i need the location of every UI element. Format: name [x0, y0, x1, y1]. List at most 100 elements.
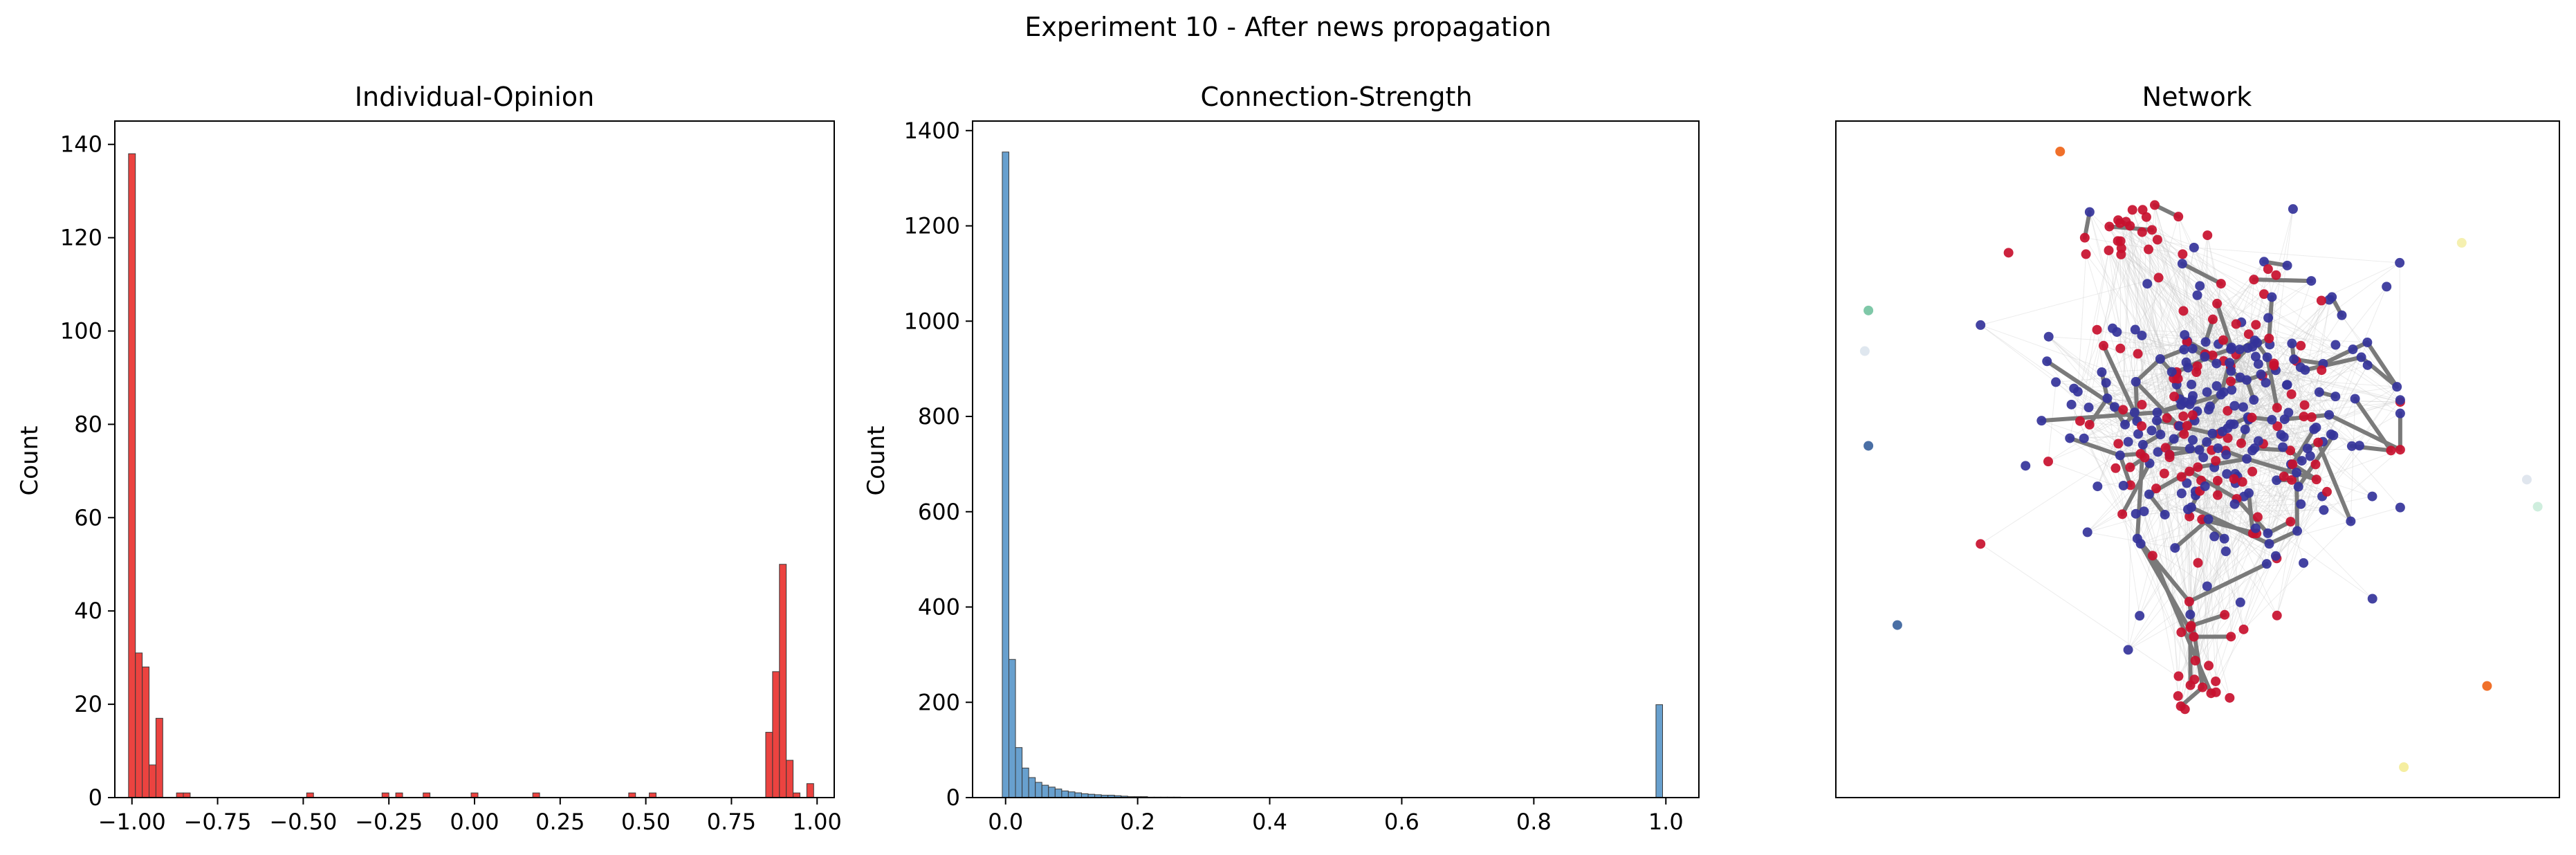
- network-edge: [2165, 447, 2257, 534]
- network-edge: [2157, 239, 2194, 248]
- network-node: [2200, 351, 2210, 362]
- network-node: [2250, 523, 2261, 533]
- network-node: [2179, 344, 2189, 355]
- network-node: [2084, 207, 2095, 217]
- network-edge: [2193, 247, 2285, 477]
- network-edge: [2089, 424, 2195, 680]
- opinion-ticks: −1.00 −0.75 −0.50 −0.25 0.00 0.25 0.50 0.75 1.00…: [60, 131, 842, 835]
- network-node: [2229, 499, 2240, 509]
- x-tick-label: 0.8: [1516, 809, 1552, 835]
- network-edge: [2243, 369, 2306, 629]
- network-strong-edge: [2267, 528, 2300, 546]
- network-node: [2264, 539, 2274, 549]
- network-edge: [2089, 212, 2142, 405]
- network-edge: [2158, 277, 2320, 393]
- network-node: [2330, 392, 2341, 402]
- network-edge: [2227, 434, 2281, 439]
- network-edge: [2087, 454, 2170, 533]
- network-node: [2218, 335, 2228, 345]
- network-edge: [2121, 248, 2315, 430]
- network-node: [2152, 415, 2162, 425]
- network-node: [2293, 481, 2303, 492]
- network-node: [2202, 436, 2212, 447]
- network-node: [2042, 356, 2052, 367]
- network-edge: [2199, 286, 2253, 347]
- network-node: [2247, 466, 2258, 477]
- network-node: [2123, 645, 2133, 655]
- network-edge: [2128, 562, 2198, 650]
- network-edge: [2202, 479, 2292, 688]
- network-edge: [2197, 295, 2226, 451]
- network-node: [2367, 491, 2377, 502]
- network-edge: [2229, 362, 2312, 418]
- figure-title: Experiment 10 - After news propagation: [1024, 12, 1551, 42]
- network-strong-edge: [2187, 562, 2269, 604]
- network-node: [2382, 282, 2392, 292]
- network-node: [2202, 387, 2212, 397]
- network-node: [2356, 352, 2366, 362]
- network-strong-edge: [2215, 301, 2234, 350]
- network-edge: [2083, 438, 2236, 484]
- network-edge: [2137, 247, 2195, 539]
- network-edge: [2290, 297, 2333, 465]
- histogram-bar: [135, 652, 143, 798]
- network-node: [2176, 472, 2187, 482]
- network-edge: [2187, 425, 2196, 492]
- network-node: [2109, 402, 2119, 412]
- network-node: [2225, 692, 2235, 703]
- histogram-bar: [1054, 789, 1062, 798]
- network-node: [2183, 504, 2193, 515]
- network-edge: [2141, 404, 2191, 686]
- network-strong-edges: [2039, 203, 2402, 708]
- network-edge: [2231, 279, 2254, 348]
- x-tick-label: 1.0: [1648, 809, 1684, 835]
- network-node: [2021, 461, 2031, 471]
- isolated-node: [1892, 620, 1902, 630]
- network-edge: [2230, 381, 2283, 448]
- network-node: [2104, 245, 2114, 255]
- network-strong-edge: [2180, 261, 2223, 286]
- network-node: [2263, 528, 2273, 538]
- network-node: [2066, 399, 2077, 410]
- network-edge: [2229, 362, 2400, 403]
- network-node: [2285, 445, 2296, 456]
- network-node: [2328, 430, 2339, 441]
- network-edge: [2055, 381, 2400, 450]
- network-node: [2097, 367, 2107, 377]
- network-node: [2287, 338, 2297, 349]
- network-node: [2306, 276, 2317, 286]
- network-node: [2286, 389, 2297, 399]
- network-strong-edge: [2068, 436, 2122, 458]
- network-edge: [2291, 343, 2330, 415]
- network-node: [2227, 385, 2237, 395]
- network-node: [2261, 559, 2272, 569]
- network-edge: [2184, 369, 2322, 710]
- network-edge: [2088, 241, 2122, 408]
- network-node: [2212, 298, 2223, 309]
- network-edge: [2109, 226, 2401, 414]
- network-node: [2211, 381, 2222, 392]
- network-strong-edge: [2117, 453, 2133, 488]
- network-node: [2189, 632, 2199, 642]
- x-tick-label: 0.6: [1384, 809, 1419, 835]
- network-node: [2146, 425, 2157, 436]
- network-node: [2271, 270, 2281, 280]
- network-edge: [2077, 232, 2143, 392]
- x-tick-label: 0.25: [535, 809, 585, 835]
- histogram-bar: [779, 564, 787, 798]
- network-strong-edge: [2196, 457, 2250, 470]
- network-node: [2092, 324, 2102, 335]
- network-node: [2184, 443, 2195, 454]
- network-node: [2118, 405, 2128, 415]
- network-edge: [2117, 219, 2255, 341]
- network-node: [2051, 377, 2061, 387]
- network-node: [2152, 235, 2162, 245]
- network-edge: [2046, 360, 2121, 456]
- network-strong-edge: [2187, 469, 2239, 502]
- network-edge: [2215, 496, 2323, 682]
- network-edge: [2160, 358, 2191, 628]
- network-node: [2299, 400, 2310, 410]
- opinion-ylabel: Count: [16, 426, 44, 496]
- network-node: [2207, 314, 2218, 324]
- y-tick-label: 200: [918, 689, 960, 715]
